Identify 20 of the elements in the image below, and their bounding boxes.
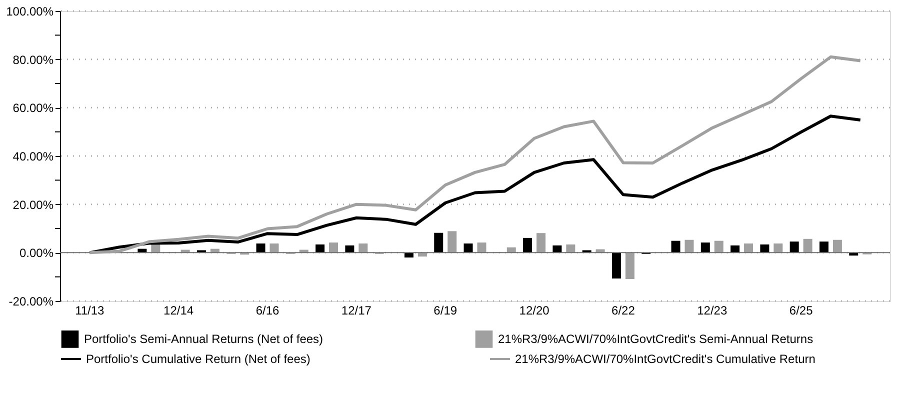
x-tick-label: 11/13 xyxy=(75,304,105,318)
y-tick-label: -20.00% xyxy=(8,294,54,308)
x-tick-label: 6/19 xyxy=(434,304,458,318)
y-tick-label: 60.00% xyxy=(12,101,54,116)
legend-label: 21%R3/9%ACWI/70%IntGovtCredit's Semi-Annual Returns xyxy=(498,332,814,346)
x-tick-label: 6/25 xyxy=(789,304,814,318)
y-tick-label: 0.00% xyxy=(19,246,54,260)
x-tick-label: 6/22 xyxy=(612,304,636,318)
y-tick-label: 80.00% xyxy=(12,52,54,67)
x-tick-label: 6/16 xyxy=(256,304,280,318)
legend-label: Portfolio's Cumulative Return (Net of fees) xyxy=(86,352,310,366)
legend-label: 21%R3/9%ACWI/70%IntGovtCredit's Cumulative Return xyxy=(515,352,816,366)
x-tick-label: 12/17 xyxy=(341,304,372,318)
y-tick-label: 100.00% xyxy=(6,4,54,18)
x-tick-label: 12/14 xyxy=(164,304,194,318)
y-tick-label: 20.00% xyxy=(12,198,54,212)
x-tick-label: 12/20 xyxy=(519,304,550,318)
legend-label: Portfolio's Semi-Annual Returns (Net of fees) xyxy=(84,332,324,346)
x-tick-label: 12/23 xyxy=(697,304,728,318)
y-tick-label: 40.00% xyxy=(12,150,54,164)
